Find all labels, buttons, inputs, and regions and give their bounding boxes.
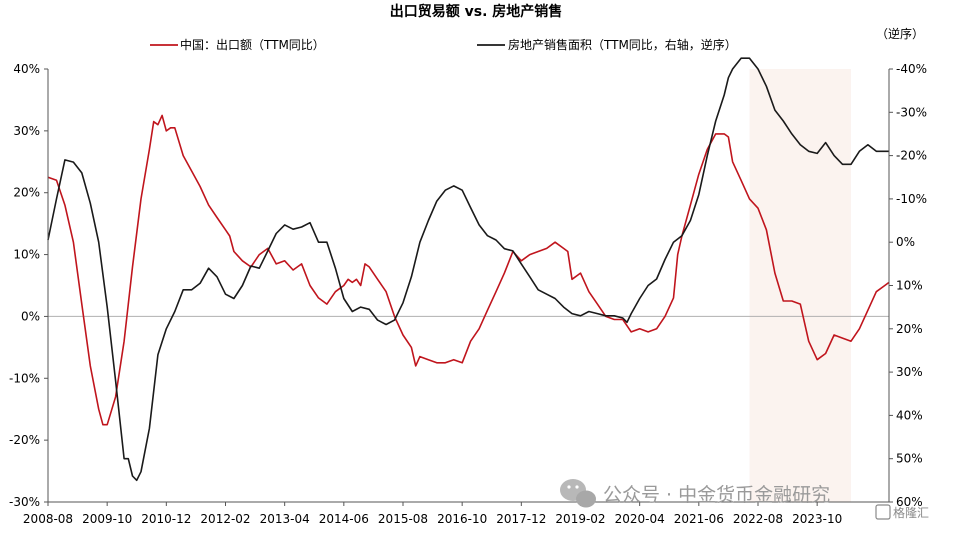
series-layer: [47, 57, 890, 482]
right-tick-label: 10%: [896, 279, 923, 293]
left-tick-label: 40%: [13, 62, 40, 76]
right-tick-label: -10%: [896, 192, 927, 206]
right-tick-label: 40%: [896, 408, 923, 422]
left-tick-label: 30%: [13, 124, 40, 138]
x-tick-label: 2017-12: [496, 512, 546, 526]
right-tick-label: -20%: [896, 149, 927, 163]
right-tick-label: 50%: [896, 452, 923, 466]
legend-label-property: 房地产销售面积（TTM同比，右轴，逆序）: [508, 37, 737, 52]
right-tick-label: -40%: [896, 62, 927, 76]
highlight-region: [749, 69, 851, 502]
x-tick-label: 2013-04: [260, 512, 310, 526]
right-tick-label: 30%: [896, 365, 923, 379]
wechat-icon: [560, 479, 596, 508]
badge-logo-icon: [875, 504, 891, 520]
chart-title: 出口贸易额 vs. 房地产销售: [390, 3, 563, 20]
watermark-badge: 格隆汇: [893, 505, 929, 520]
x-tick-label: 2012-02: [200, 512, 250, 526]
right-tick-label: 20%: [896, 322, 923, 336]
x-tick-label: 2015-08: [378, 512, 428, 526]
right-tick-label: 60%: [896, 495, 923, 509]
x-tick-label: 2019-02: [555, 512, 605, 526]
x-tick-label: 2009-10: [82, 512, 132, 526]
left-tick-label: -30%: [9, 495, 40, 509]
x-tick-label: 2023-10: [792, 512, 842, 526]
left-tick-label: -20%: [9, 433, 40, 447]
left-tick-label: 0%: [21, 309, 40, 323]
series-line-export: [47, 114, 890, 426]
watermark-text: 公众号 · 中金货币金融研究: [603, 484, 830, 506]
series-line-property: [47, 57, 889, 482]
x-tick-label: 2020-04: [615, 512, 665, 526]
left-tick-label: 20%: [13, 186, 40, 200]
left-tick-label: -10%: [9, 371, 40, 385]
x-tick-label: 2022-08: [733, 512, 783, 526]
legend-label-export: 中国：出口额（TTM同比）: [180, 37, 325, 52]
x-tick-label: 2010-12: [141, 512, 191, 526]
right-tick-label: 0%: [896, 235, 915, 249]
x-tick-label: 2008-08: [23, 512, 73, 526]
x-tick-label: 2014-06: [319, 512, 369, 526]
left-tick-label: 10%: [13, 248, 40, 262]
x-tick-label: 2016-10: [437, 512, 487, 526]
right-axis-note: （逆序）: [876, 26, 924, 41]
legend: 中国：出口额（TTM同比） 房地产销售面积（TTM同比，右轴，逆序）: [150, 37, 737, 52]
right-tick-label: -30%: [896, 105, 927, 119]
axes-layer: 40% 30% 20% 10% 0% -10% -20% -30% -40% -30% -20% -1…: [9, 62, 927, 526]
watermark: 公众号 · 中金货币金融研究 格隆汇: [560, 479, 929, 520]
x-tick-label: 2021-06: [674, 512, 724, 526]
